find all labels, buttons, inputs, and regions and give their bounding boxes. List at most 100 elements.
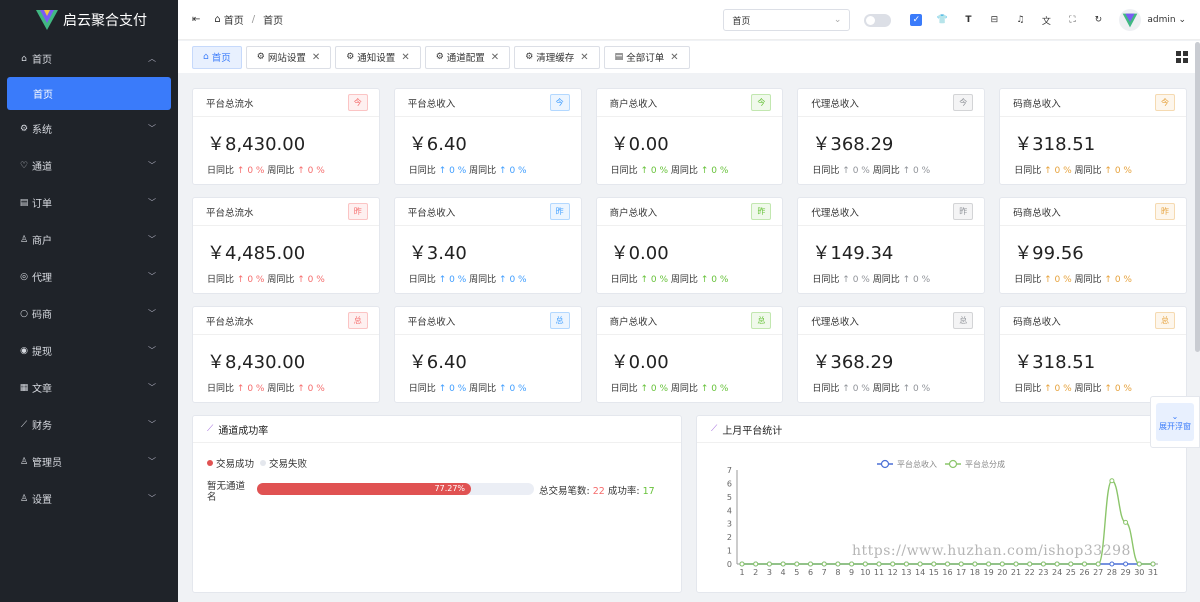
card-amount: ￥99.56 bbox=[1014, 243, 1084, 264]
sidebar-subitem-home[interactable]: 首页 bbox=[7, 77, 171, 110]
week-value: 0 % bbox=[1114, 384, 1132, 394]
grid-icon[interactable] bbox=[1176, 51, 1188, 63]
period-badge: 今 bbox=[751, 94, 772, 111]
week-value: 0 % bbox=[307, 384, 325, 394]
gear-icon: ⚙ bbox=[346, 52, 355, 62]
refresh-icon[interactable]: ↻ bbox=[1094, 15, 1103, 25]
dark-mode-toggle[interactable] bbox=[864, 13, 892, 27]
sidebar-item-2[interactable]: ♡ 通道 ﹀ bbox=[0, 147, 178, 184]
user-name[interactable]: admin ⌄ bbox=[1147, 15, 1186, 25]
sidebar-item-10[interactable]: ♙ 管理员 ﹀ bbox=[0, 443, 178, 480]
sidebar-item-3[interactable]: ▤ 订单 ﹀ bbox=[0, 184, 178, 221]
period-badge: 总 bbox=[953, 312, 974, 329]
card-compare: 日同比 ↑ 0 % 周同比 ↑ 0 % bbox=[395, 381, 581, 394]
font-size-icon[interactable]: T bbox=[965, 15, 972, 25]
close-icon[interactable]: ✕ bbox=[311, 51, 321, 63]
menu-search-select[interactable]: 首页 ⌄ bbox=[723, 9, 851, 31]
card-compare: 日同比 ↑ 0 % 周同比 ↑ 0 % bbox=[597, 381, 783, 394]
tab-4[interactable]: ⚙ 清理缓存 ✕ bbox=[514, 45, 600, 69]
week-label: 周同比 bbox=[1074, 166, 1102, 176]
sidebar-item-9[interactable]: ⟋ 财务 ﹀ bbox=[0, 406, 178, 443]
panel-title: 通道成功率 bbox=[218, 425, 269, 437]
data-point bbox=[1136, 561, 1142, 567]
close-icon[interactable]: ✕ bbox=[670, 51, 679, 63]
arrow-up-icon: ↑ bbox=[1104, 166, 1112, 176]
sidebar-item-label: 提现 bbox=[32, 347, 52, 358]
logo[interactable]: 启云聚合支付 bbox=[0, 0, 178, 40]
sidebar-item-4[interactable]: ♙ 商户 ﹀ bbox=[0, 221, 178, 258]
data-point bbox=[917, 561, 923, 567]
sidebar-item-6[interactable]: ○ 码商 ﹀ bbox=[0, 295, 178, 332]
card-title: 商户总收入 bbox=[609, 98, 658, 110]
data-point bbox=[821, 561, 827, 567]
collapse-sidebar-icon[interactable]: ⇤ bbox=[192, 14, 201, 25]
stats-grid: 平台总流水 今 ￥8,430.00 日同比 ↑ 0 % 周同比 ↑ 0 % 平台总收入 今… bbox=[192, 88, 1187, 415]
theme-color-icon[interactable]: ✓ bbox=[910, 14, 923, 26]
data-point bbox=[1068, 561, 1074, 567]
sidebar-item-5[interactable]: ◎ 代理 ﹀ bbox=[0, 258, 178, 295]
week-value: 0 % bbox=[509, 384, 527, 394]
sidebar-item-0[interactable]: ⌂ 首页 ︿ bbox=[0, 40, 178, 77]
float-label: 展开浮窗 bbox=[1159, 422, 1191, 431]
tab-5[interactable]: ▤ 全部订单 ✕ bbox=[603, 45, 690, 69]
expand-float-panel[interactable]: ⌄ 展开浮窗 bbox=[1150, 396, 1200, 448]
day-label: 日同比 bbox=[408, 275, 436, 285]
stat-card: 商户总收入 今 ￥0.00 日同比 ↑ 0 % 周同比 ↑ 0 % bbox=[595, 88, 784, 185]
sidebar-item-7[interactable]: ◉ 提现 ﹀ bbox=[0, 332, 178, 369]
sidebar-item-1[interactable]: ⚙ 系统 ﹀ bbox=[0, 110, 178, 147]
fullscreen-icon[interactable]: ⛶ bbox=[1069, 15, 1076, 25]
lock-icon[interactable]: ⊟ bbox=[990, 15, 999, 25]
tab-1[interactable]: ⚙ 网站设置 ✕ bbox=[245, 45, 332, 69]
data-point bbox=[862, 561, 868, 567]
legend-success[interactable]: 交易成功 bbox=[216, 459, 255, 470]
scrollbar[interactable] bbox=[1195, 42, 1200, 352]
close-icon[interactable]: ✕ bbox=[490, 51, 500, 63]
translate-icon[interactable]: 文 bbox=[1041, 16, 1051, 27]
card-amount: ￥0.00 bbox=[610, 352, 669, 373]
day-value: 0 % bbox=[449, 275, 467, 285]
data-point bbox=[1013, 561, 1019, 567]
x-tick-label: 15 bbox=[929, 568, 939, 577]
week-label: 周同比 bbox=[872, 384, 900, 394]
sidebar-item-label: 代理 bbox=[32, 273, 52, 284]
card-amount: ￥6.40 bbox=[408, 352, 467, 373]
week-value: 0 % bbox=[509, 166, 527, 176]
week-value: 0 % bbox=[913, 384, 931, 394]
line-chart-icon: ⟋ bbox=[711, 424, 718, 434]
sidebar-item-label: 文章 bbox=[32, 384, 52, 395]
card-amount: ￥8,430.00 bbox=[207, 134, 306, 155]
stat-card: 代理总收入 总 ￥368.29 日同比 ↑ 0 % 周同比 ↑ 0 % bbox=[797, 306, 986, 403]
x-tick-label: 28 bbox=[1107, 568, 1117, 577]
tab-3[interactable]: ⚙ 通道配置 ✕ bbox=[424, 45, 511, 69]
week-label: 周同比 bbox=[267, 166, 295, 176]
week-value: 0 % bbox=[711, 166, 729, 176]
y-tick-label: 7 bbox=[727, 466, 732, 475]
tab-2[interactable]: ⚙ 通知设置 ✕ bbox=[335, 45, 421, 69]
sidebar-item-8[interactable]: ▦ 文章 ﹀ bbox=[0, 369, 178, 406]
shirt-icon[interactable]: 👕 bbox=[936, 15, 948, 25]
sidebar-item-11[interactable]: ♙ 设置 ﹀ bbox=[0, 480, 178, 517]
close-icon[interactable]: ✕ bbox=[401, 51, 410, 63]
tab-0[interactable]: ⌂ 首页 bbox=[192, 45, 242, 69]
week-value: 0 % bbox=[1114, 275, 1132, 285]
chevron-down-icon: ﹀ bbox=[148, 198, 156, 207]
breadcrumb-home[interactable]: 首页 bbox=[223, 16, 244, 27]
x-tick-label: 5 bbox=[794, 568, 799, 577]
day-value: 0 % bbox=[650, 275, 669, 285]
arrow-up-icon: ↑ bbox=[842, 384, 850, 394]
x-tick-label: 31 bbox=[1148, 568, 1158, 577]
avatar[interactable] bbox=[1119, 9, 1142, 31]
data-point bbox=[890, 561, 896, 567]
x-tick-label: 26 bbox=[1079, 568, 1089, 577]
legend-fail[interactable]: 交易失败 bbox=[269, 459, 308, 470]
period-badge: 总 bbox=[549, 312, 570, 329]
day-label: 日同比 bbox=[610, 384, 638, 394]
card-title: 平台总收入 bbox=[407, 98, 456, 110]
panel-header: ⟋ 通道成功率 bbox=[193, 416, 681, 443]
data-point bbox=[945, 561, 950, 567]
week-label: 周同比 bbox=[872, 166, 900, 176]
week-label: 周同比 bbox=[469, 166, 497, 176]
bell-icon[interactable]: ♫ bbox=[1016, 15, 1025, 25]
close-icon[interactable]: ✕ bbox=[580, 51, 589, 63]
arrow-up-icon: ↑ bbox=[297, 384, 305, 394]
